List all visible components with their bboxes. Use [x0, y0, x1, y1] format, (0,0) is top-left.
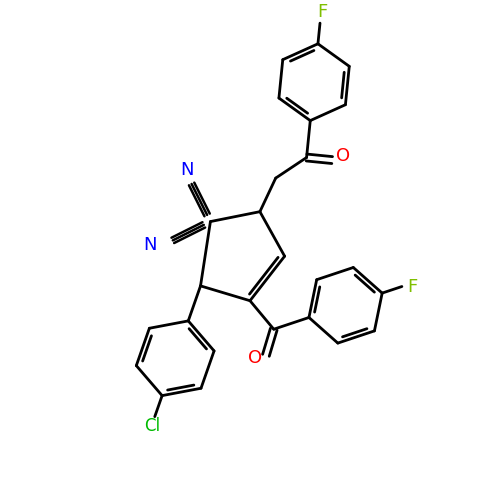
Text: N: N: [143, 236, 156, 254]
Text: N: N: [180, 161, 194, 179]
Text: F: F: [408, 278, 418, 295]
Text: Cl: Cl: [144, 416, 160, 434]
Text: O: O: [248, 349, 262, 367]
Text: F: F: [318, 3, 328, 21]
Text: O: O: [336, 147, 350, 165]
